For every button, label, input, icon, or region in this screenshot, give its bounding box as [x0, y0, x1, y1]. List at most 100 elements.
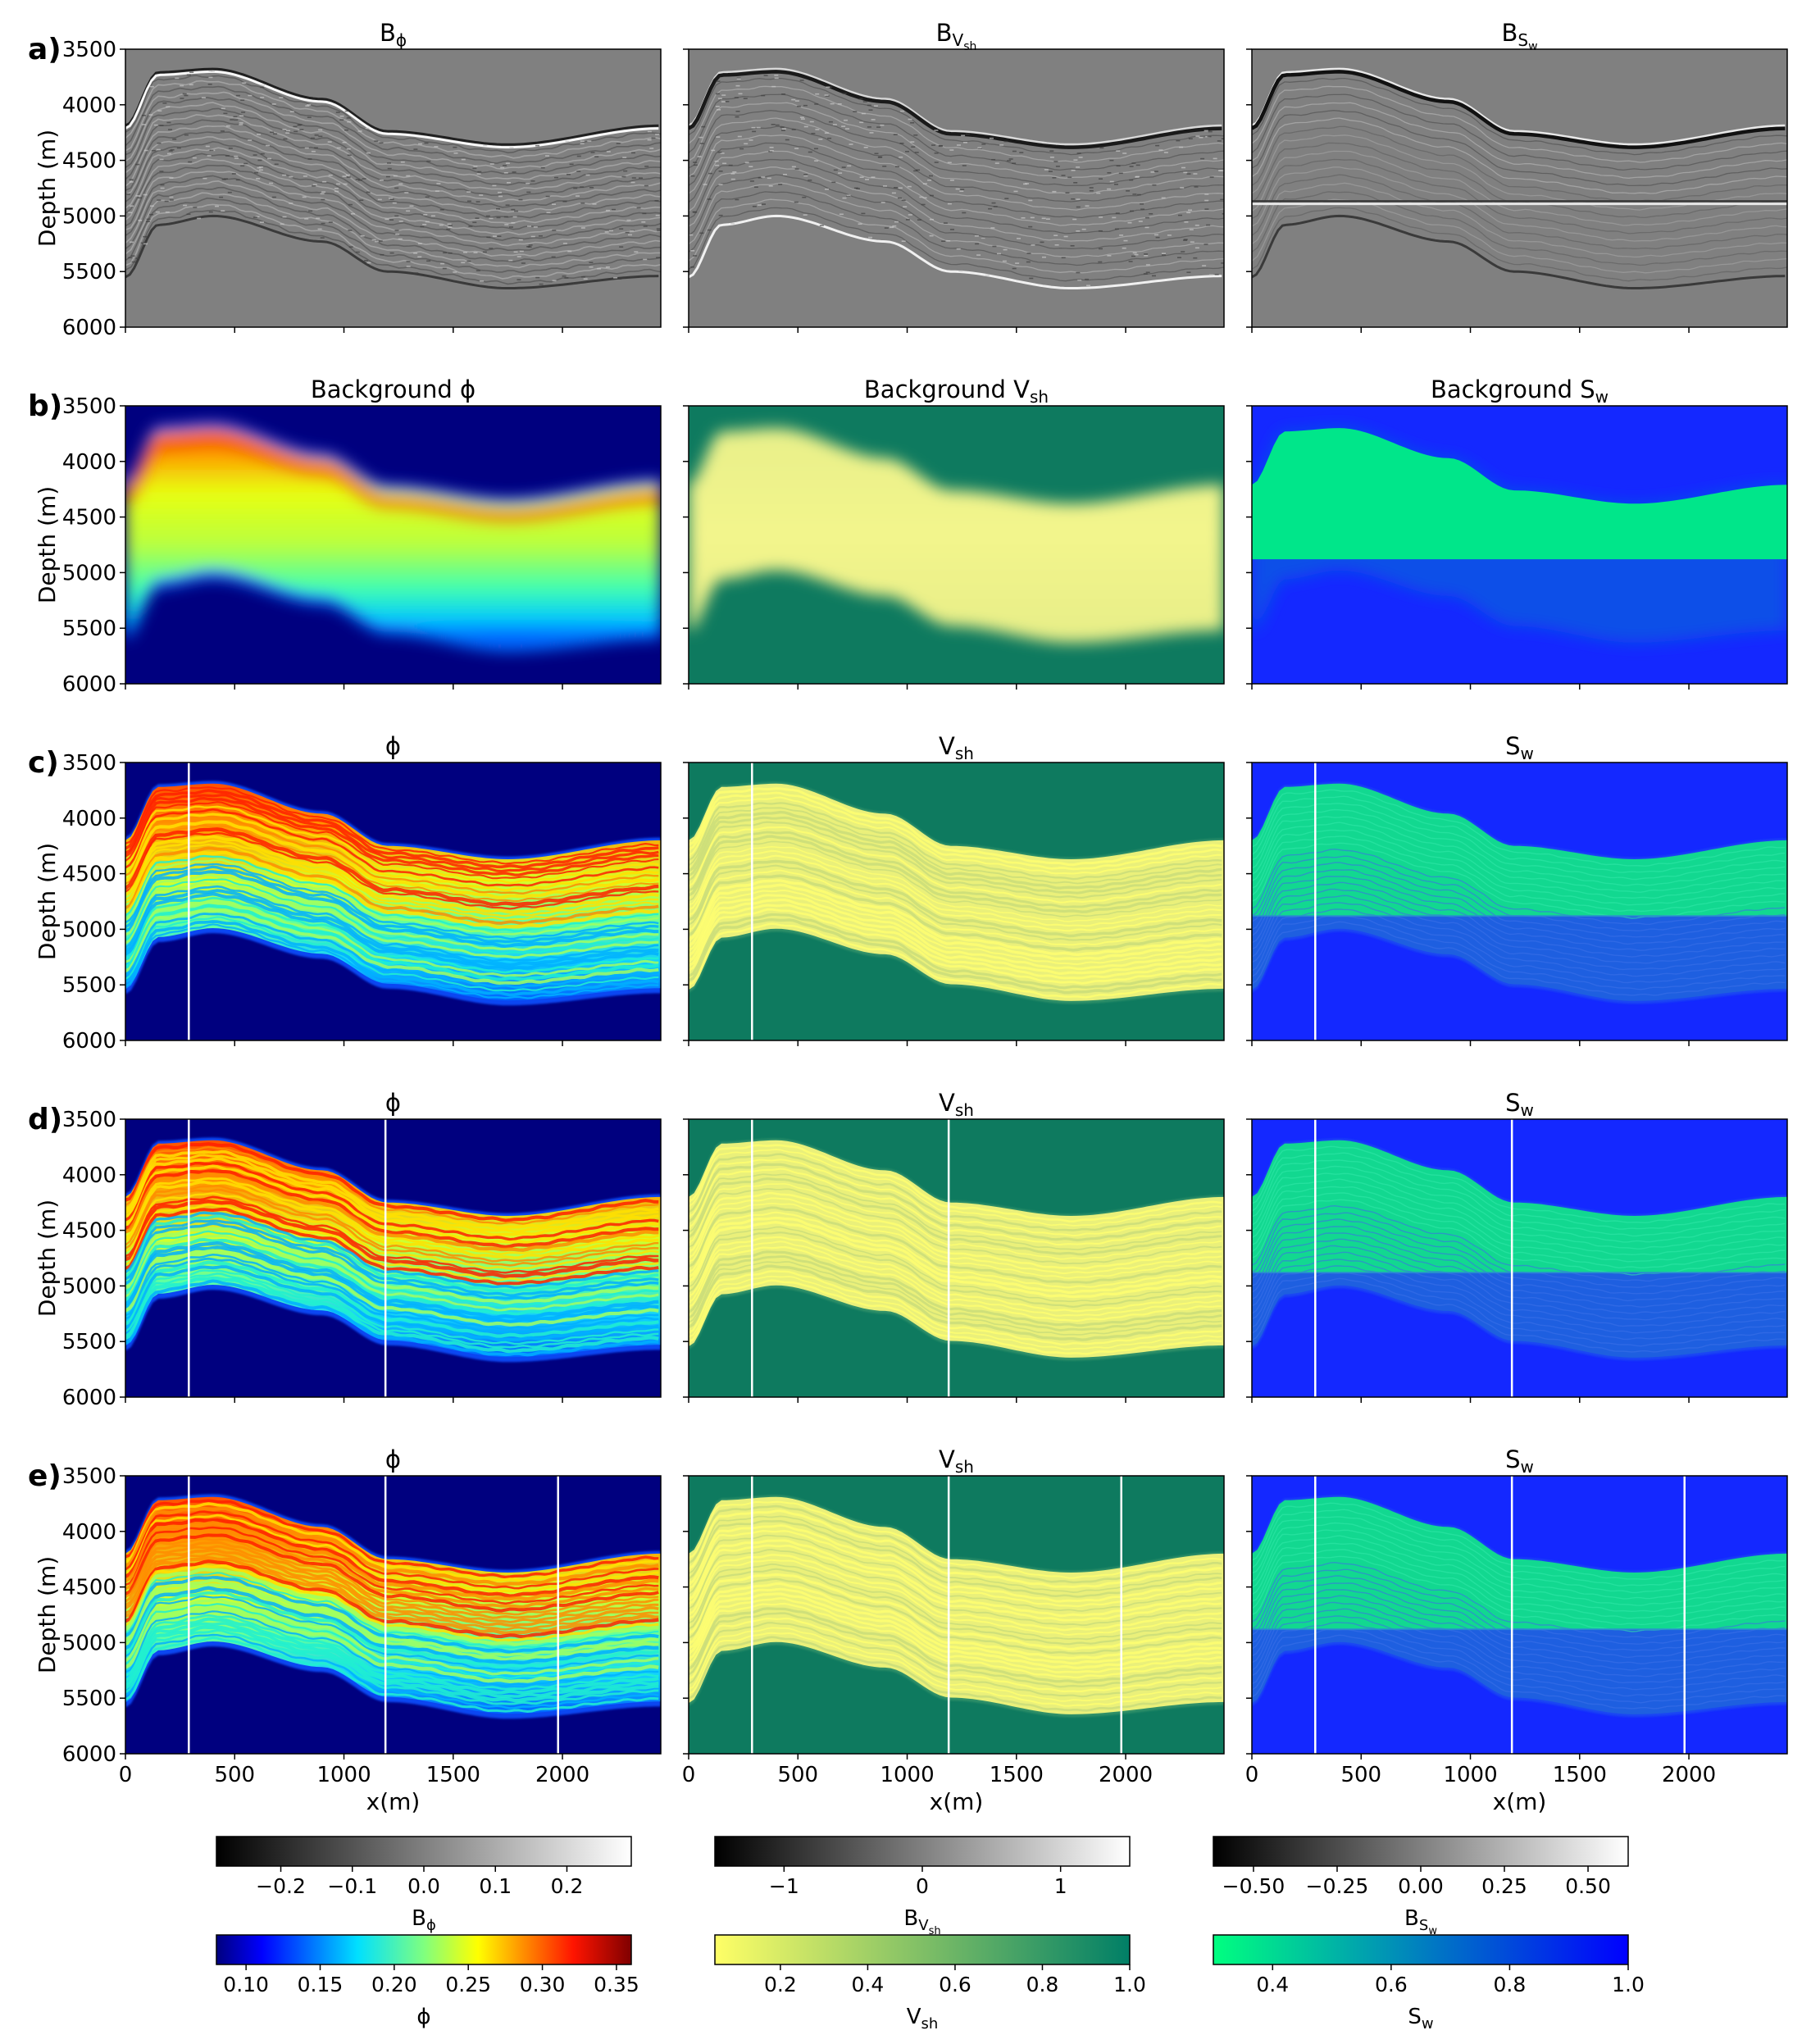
- texture-speck: [215, 205, 219, 207]
- texture-speck: [644, 166, 649, 167]
- texture-speck: [863, 147, 868, 148]
- texture-speck: [576, 195, 580, 197]
- texture-speck: [336, 147, 341, 149]
- colorbar-0: −0.2 −0.1 0.0 0.1 0.2 Bϕ: [216, 1836, 632, 1934]
- internal-reflector: [1252, 77, 1787, 156]
- texture-speck: [994, 162, 999, 164]
- texture-speck: [286, 130, 290, 132]
- sw-layer: [1252, 1251, 1786, 1327]
- panel-title-base: Background ϕ: [311, 376, 476, 403]
- texture-speck: [439, 224, 444, 226]
- panel-title-base: S: [1505, 1089, 1520, 1117]
- texture-speck: [475, 217, 480, 219]
- internal-reflector: [125, 171, 661, 247]
- x-tick-label: 1000: [316, 1763, 371, 1787]
- texture-speck: [1154, 234, 1158, 236]
- texture-speck: [347, 121, 352, 123]
- texture-speck: [1114, 184, 1118, 185]
- texture-speck: [258, 166, 263, 168]
- texture-speck: [375, 240, 380, 243]
- internal-reflector: [689, 166, 1224, 242]
- vsh-layer: [689, 917, 1222, 995]
- x-tick-label: 0: [1245, 1763, 1259, 1787]
- x-tick-label: 1500: [1553, 1763, 1607, 1787]
- texture-speck: [224, 178, 228, 180]
- internal-reflector: [1252, 102, 1787, 179]
- texture-speck: [905, 151, 909, 153]
- texture-speck: [1204, 199, 1209, 202]
- sw-layer: [1252, 1522, 1786, 1600]
- texture-speck: [1072, 218, 1077, 221]
- texture-speck: [908, 214, 912, 216]
- texture-speck: [1081, 228, 1086, 230]
- texture-speck: [583, 278, 588, 280]
- texture-speck: [141, 115, 146, 116]
- texture-speck: [749, 180, 754, 182]
- texture-speck: [1140, 203, 1144, 205]
- vsh-layer: [689, 908, 1222, 985]
- vsh-layer: [689, 821, 1222, 899]
- panel-title-base: Background S: [1431, 376, 1595, 403]
- texture-speck: [1045, 218, 1050, 220]
- sw-layer: [1252, 822, 1786, 899]
- colorbar-tick-label: 0.2: [764, 1973, 797, 1996]
- vsh-layer: [689, 1261, 1222, 1336]
- smooth-phi-body: [125, 422, 661, 652]
- texture-speck: [551, 256, 556, 258]
- texture-speck: [425, 196, 430, 198]
- texture-speck: [1145, 216, 1149, 219]
- colorbar-label-base: ϕ: [416, 2005, 430, 2029]
- texture-speck: [328, 174, 333, 176]
- texture-speck: [899, 143, 904, 144]
- sw-layer: [1252, 1502, 1786, 1581]
- texture-speck: [961, 134, 966, 137]
- texture-speck: [304, 218, 309, 220]
- texture-speck: [859, 176, 864, 178]
- texture-speck: [497, 235, 502, 237]
- phi-layer: [125, 1564, 659, 1642]
- texture-speck: [832, 124, 837, 125]
- sw-layer: [1252, 902, 1786, 977]
- panel-title: ϕ: [385, 732, 401, 760]
- texture-speck: [647, 130, 652, 133]
- texture-speck: [530, 180, 535, 182]
- texture-speck: [453, 153, 458, 154]
- texture-speck: [1071, 170, 1076, 171]
- x-tick-label: 500: [777, 1763, 818, 1787]
- texture-speck: [346, 117, 351, 119]
- texture-speck: [1186, 212, 1191, 214]
- phi-layer: [125, 816, 659, 895]
- texture-speck: [289, 111, 294, 112]
- phi-layer: [125, 1203, 659, 1281]
- sw-layer: [1252, 1259, 1786, 1334]
- texture-speck: [492, 235, 497, 237]
- texture-speck: [521, 262, 526, 264]
- texture-speck: [422, 224, 427, 225]
- texture-speck: [189, 84, 193, 86]
- texture-speck: [526, 191, 531, 193]
- texture-speck: [803, 174, 808, 175]
- phi-layer: [125, 1518, 659, 1598]
- y-tick-label: 4000: [62, 1163, 116, 1188]
- texture-speck: [642, 212, 647, 215]
- texture-speck: [799, 116, 804, 118]
- phi-layer: [125, 1257, 659, 1334]
- vsh-layer: [689, 1197, 1222, 1275]
- texture-speck: [1163, 152, 1168, 153]
- texture-speck: [947, 162, 952, 164]
- texture-speck: [377, 198, 382, 201]
- phi-layer: [125, 1520, 659, 1601]
- texture-speck: [991, 202, 996, 204]
- internal-reflector: [1252, 182, 1787, 258]
- texture-speck: [207, 84, 212, 85]
- texture-speck: [735, 84, 740, 87]
- texture-speck: [260, 86, 265, 89]
- internal-reflector: [689, 182, 1224, 258]
- vsh-layer: [689, 1183, 1222, 1260]
- texture-speck: [406, 210, 411, 212]
- texture-speck: [735, 116, 739, 118]
- internal-reflector: [1252, 117, 1787, 194]
- vsh-layer: [689, 807, 1222, 885]
- texture-speck: [289, 203, 293, 204]
- texture-speck: [1204, 193, 1209, 195]
